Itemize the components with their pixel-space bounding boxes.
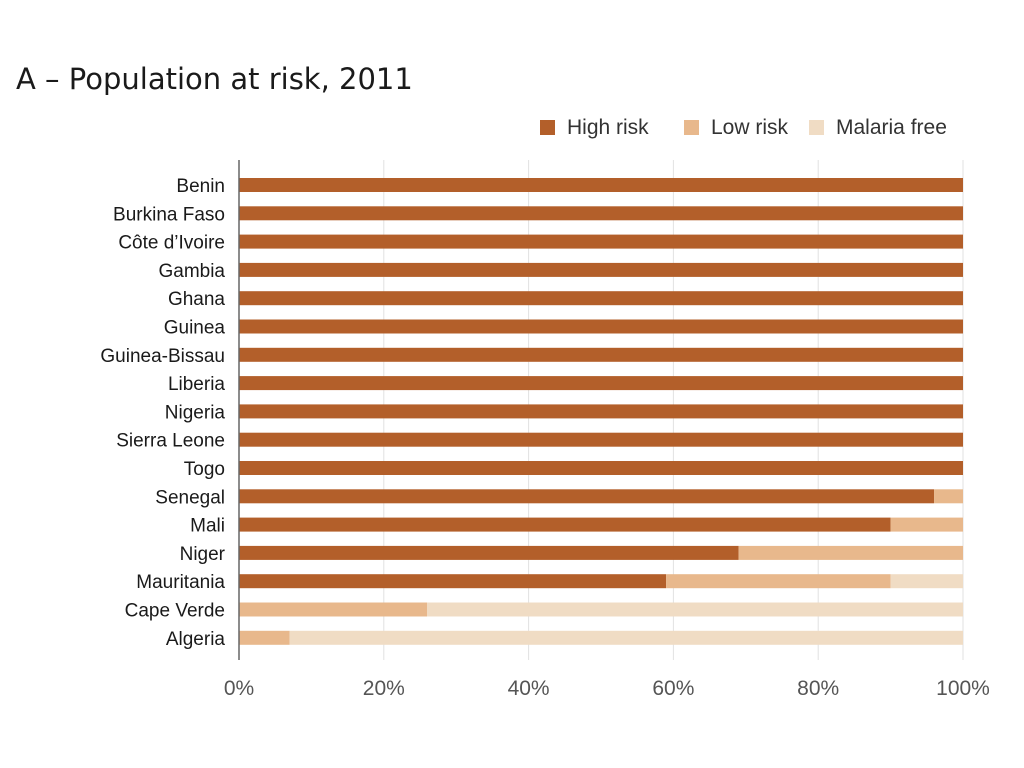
category-label: Liberia xyxy=(168,374,225,395)
bar-segment xyxy=(239,206,963,221)
category-labels: Benin Burkina Faso Côte d’Ivoire Gambia Ghan… xyxy=(100,176,225,650)
bar-segment xyxy=(239,262,963,277)
chart-title: A – Population at risk, 2011 xyxy=(16,62,413,96)
category-label: Benin xyxy=(176,176,225,197)
category-label: Gambia xyxy=(158,261,225,282)
bar-row xyxy=(239,517,963,532)
x-tick-label: 60% xyxy=(652,677,694,700)
bar-row xyxy=(239,319,963,334)
bar-segment xyxy=(239,489,935,504)
legend-item: Low risk xyxy=(684,116,789,139)
bar-segment xyxy=(239,291,963,306)
bar-segment xyxy=(239,630,290,645)
bar-row xyxy=(239,630,963,645)
bar-segment xyxy=(239,178,963,192)
legend-item: High risk xyxy=(540,116,649,139)
category-label: Senegal xyxy=(155,487,225,508)
bar-row xyxy=(239,234,963,249)
bar-row xyxy=(239,574,963,589)
bar-segment xyxy=(239,319,963,334)
x-axis-tick-labels: 0% 20% 40% 60% 80% 100% xyxy=(224,677,990,700)
bar-segment xyxy=(239,517,891,532)
x-tick-label: 20% xyxy=(363,677,405,700)
bar-segment xyxy=(890,574,963,589)
bars xyxy=(239,178,963,645)
bar-segment xyxy=(890,517,963,532)
category-label: Mali xyxy=(190,516,225,537)
bar-row xyxy=(239,545,963,560)
bar-row xyxy=(239,432,963,447)
bar-row xyxy=(239,262,963,277)
bar-segment xyxy=(427,602,963,617)
bar-segment xyxy=(239,404,963,419)
category-label: Togo xyxy=(184,459,225,480)
category-label: Guinea xyxy=(164,318,226,339)
bar-row xyxy=(239,206,963,221)
legend: High risk Low risk Malaria free xyxy=(540,116,947,139)
bar-row xyxy=(239,291,963,306)
legend-item: Malaria free xyxy=(809,116,947,139)
bar-row xyxy=(239,178,963,192)
legend-swatch xyxy=(809,120,824,135)
bar-segment xyxy=(666,574,891,589)
legend-label: Malaria free xyxy=(836,116,947,139)
legend-label: Low risk xyxy=(711,116,789,139)
bar-segment xyxy=(239,234,963,249)
bar-row xyxy=(239,376,963,391)
bar-segment xyxy=(289,630,963,645)
category-label: Sierra Leone xyxy=(116,431,225,452)
bar-segment xyxy=(239,602,428,617)
category-label: Côte d’Ivoire xyxy=(118,233,225,254)
category-label: Nigeria xyxy=(165,402,226,423)
category-label: Burkina Faso xyxy=(113,204,225,225)
category-label: Guinea-Bissau xyxy=(100,346,225,367)
bar-segment xyxy=(239,461,963,475)
x-tick-label: 0% xyxy=(224,677,254,700)
bar-segment xyxy=(934,489,963,504)
category-label: Ghana xyxy=(168,289,225,310)
bar-row xyxy=(239,347,963,362)
bar-segment xyxy=(239,545,739,560)
bar-row xyxy=(239,489,963,504)
bar-segment xyxy=(239,347,963,362)
x-tick-label: 40% xyxy=(508,677,550,700)
legend-label: High risk xyxy=(567,116,649,139)
legend-swatch xyxy=(684,120,699,135)
bar-segment xyxy=(239,574,667,589)
x-tick-label: 100% xyxy=(936,677,990,700)
x-tick-label: 80% xyxy=(797,677,839,700)
legend-swatch xyxy=(540,120,555,135)
category-label: Niger xyxy=(180,544,226,565)
category-label: Mauritania xyxy=(136,572,225,593)
bar-row xyxy=(239,461,963,475)
bar-segment xyxy=(239,376,963,391)
category-label: Algeria xyxy=(166,629,226,650)
bar-segment xyxy=(738,545,963,560)
bar-row xyxy=(239,602,963,617)
bar-segment xyxy=(239,432,963,447)
bar-row xyxy=(239,404,963,419)
category-label: Cape Verde xyxy=(125,601,225,622)
